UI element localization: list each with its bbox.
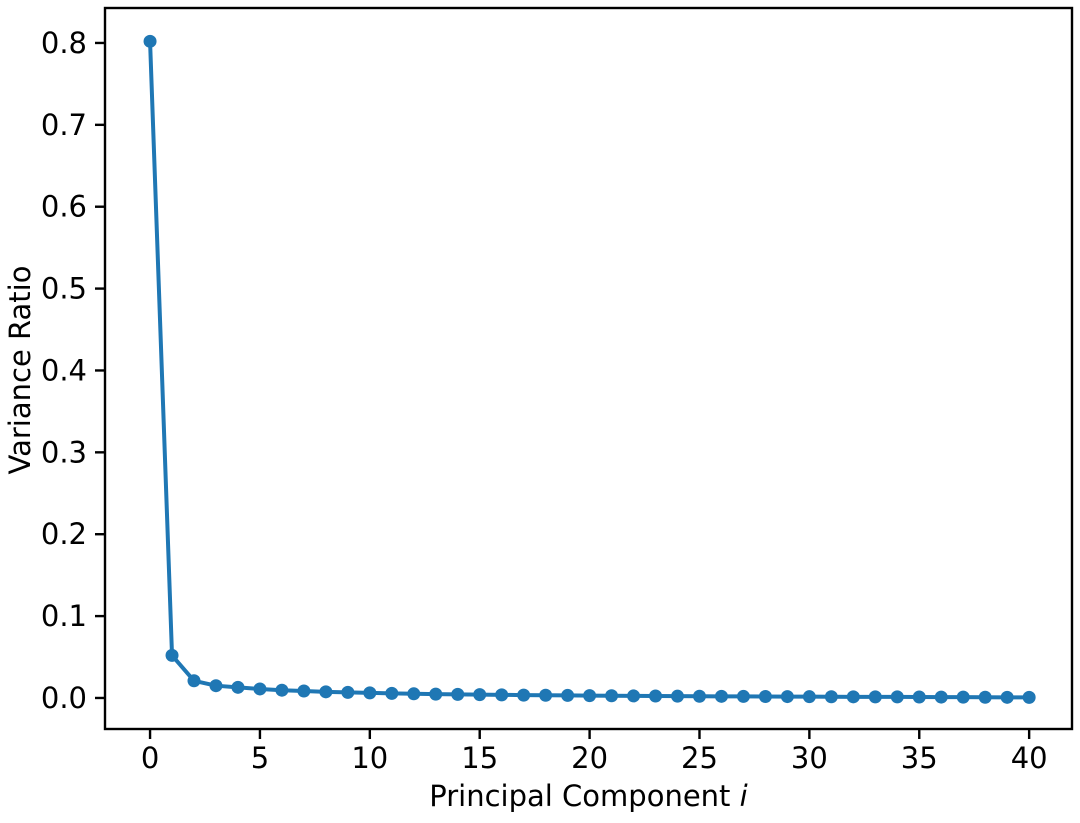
data-point bbox=[846, 690, 860, 704]
data-point bbox=[934, 690, 948, 704]
data-point bbox=[517, 688, 531, 702]
data-point bbox=[758, 689, 772, 703]
data-point bbox=[1000, 690, 1014, 704]
data-point bbox=[473, 688, 487, 702]
data-point bbox=[143, 34, 157, 48]
x-tick-label: 20 bbox=[571, 741, 608, 775]
data-point bbox=[231, 680, 245, 694]
data-point bbox=[253, 682, 267, 696]
y-axis-label-text: Variance Ratio bbox=[3, 265, 37, 475]
data-point bbox=[297, 684, 311, 698]
data-point bbox=[736, 689, 750, 703]
y-tick-label: 0.0 bbox=[41, 681, 87, 715]
data-point bbox=[627, 689, 641, 703]
x-tick-label: 10 bbox=[351, 741, 388, 775]
y-tick-label: 0.3 bbox=[41, 435, 87, 469]
x-tick-label: 5 bbox=[251, 741, 269, 775]
data-point bbox=[451, 687, 465, 701]
data-point bbox=[583, 689, 597, 703]
y-tick-label: 0.5 bbox=[41, 272, 87, 306]
data-point bbox=[561, 688, 575, 702]
data-point bbox=[978, 690, 992, 704]
data-point bbox=[802, 690, 816, 704]
data-point bbox=[912, 690, 926, 704]
variance-line bbox=[148, 39, 1032, 700]
data-point bbox=[165, 648, 179, 662]
y-tick-label: 0.6 bbox=[41, 190, 87, 224]
x-axis-label-variable: i bbox=[739, 779, 748, 813]
x-tick-label: 15 bbox=[461, 741, 498, 775]
plot-border bbox=[103, 6, 1074, 731]
data-point bbox=[671, 689, 685, 703]
data-point bbox=[868, 690, 882, 704]
data-point bbox=[890, 690, 904, 704]
y-tick-label: 0.2 bbox=[41, 517, 87, 551]
x-tick-label: 25 bbox=[681, 741, 718, 775]
y-tick-label: 0.1 bbox=[41, 599, 87, 633]
data-point bbox=[407, 687, 421, 701]
x-tick-label: 40 bbox=[1011, 741, 1048, 775]
data-point bbox=[319, 685, 333, 699]
data-point bbox=[429, 687, 443, 701]
data-point bbox=[714, 689, 728, 703]
data-point bbox=[187, 674, 201, 688]
data-point bbox=[649, 689, 663, 703]
y-axis-label: Variance Ratio bbox=[3, 190, 37, 550]
data-point bbox=[780, 690, 794, 704]
x-axis-label-text: Principal Component bbox=[429, 779, 740, 813]
data-point bbox=[692, 689, 706, 703]
x-axis-label: Principal Component i bbox=[105, 779, 1072, 813]
y-tick-label: 0.8 bbox=[41, 26, 87, 60]
data-point bbox=[605, 689, 619, 703]
data-point bbox=[539, 688, 553, 702]
y-tick-label: 0.4 bbox=[41, 353, 87, 387]
data-point bbox=[824, 690, 838, 704]
data-point bbox=[341, 685, 355, 699]
x-tick-label: 35 bbox=[901, 741, 938, 775]
data-point bbox=[275, 683, 289, 697]
data-point bbox=[363, 686, 377, 700]
data-point bbox=[385, 686, 399, 700]
data-point bbox=[1022, 690, 1036, 704]
data-point bbox=[956, 690, 970, 704]
x-tick-label: 0 bbox=[141, 741, 159, 775]
data-point bbox=[209, 679, 223, 693]
data-point bbox=[495, 688, 509, 702]
x-tick-label: 30 bbox=[791, 741, 828, 775]
y-tick-label: 0.7 bbox=[41, 108, 87, 142]
